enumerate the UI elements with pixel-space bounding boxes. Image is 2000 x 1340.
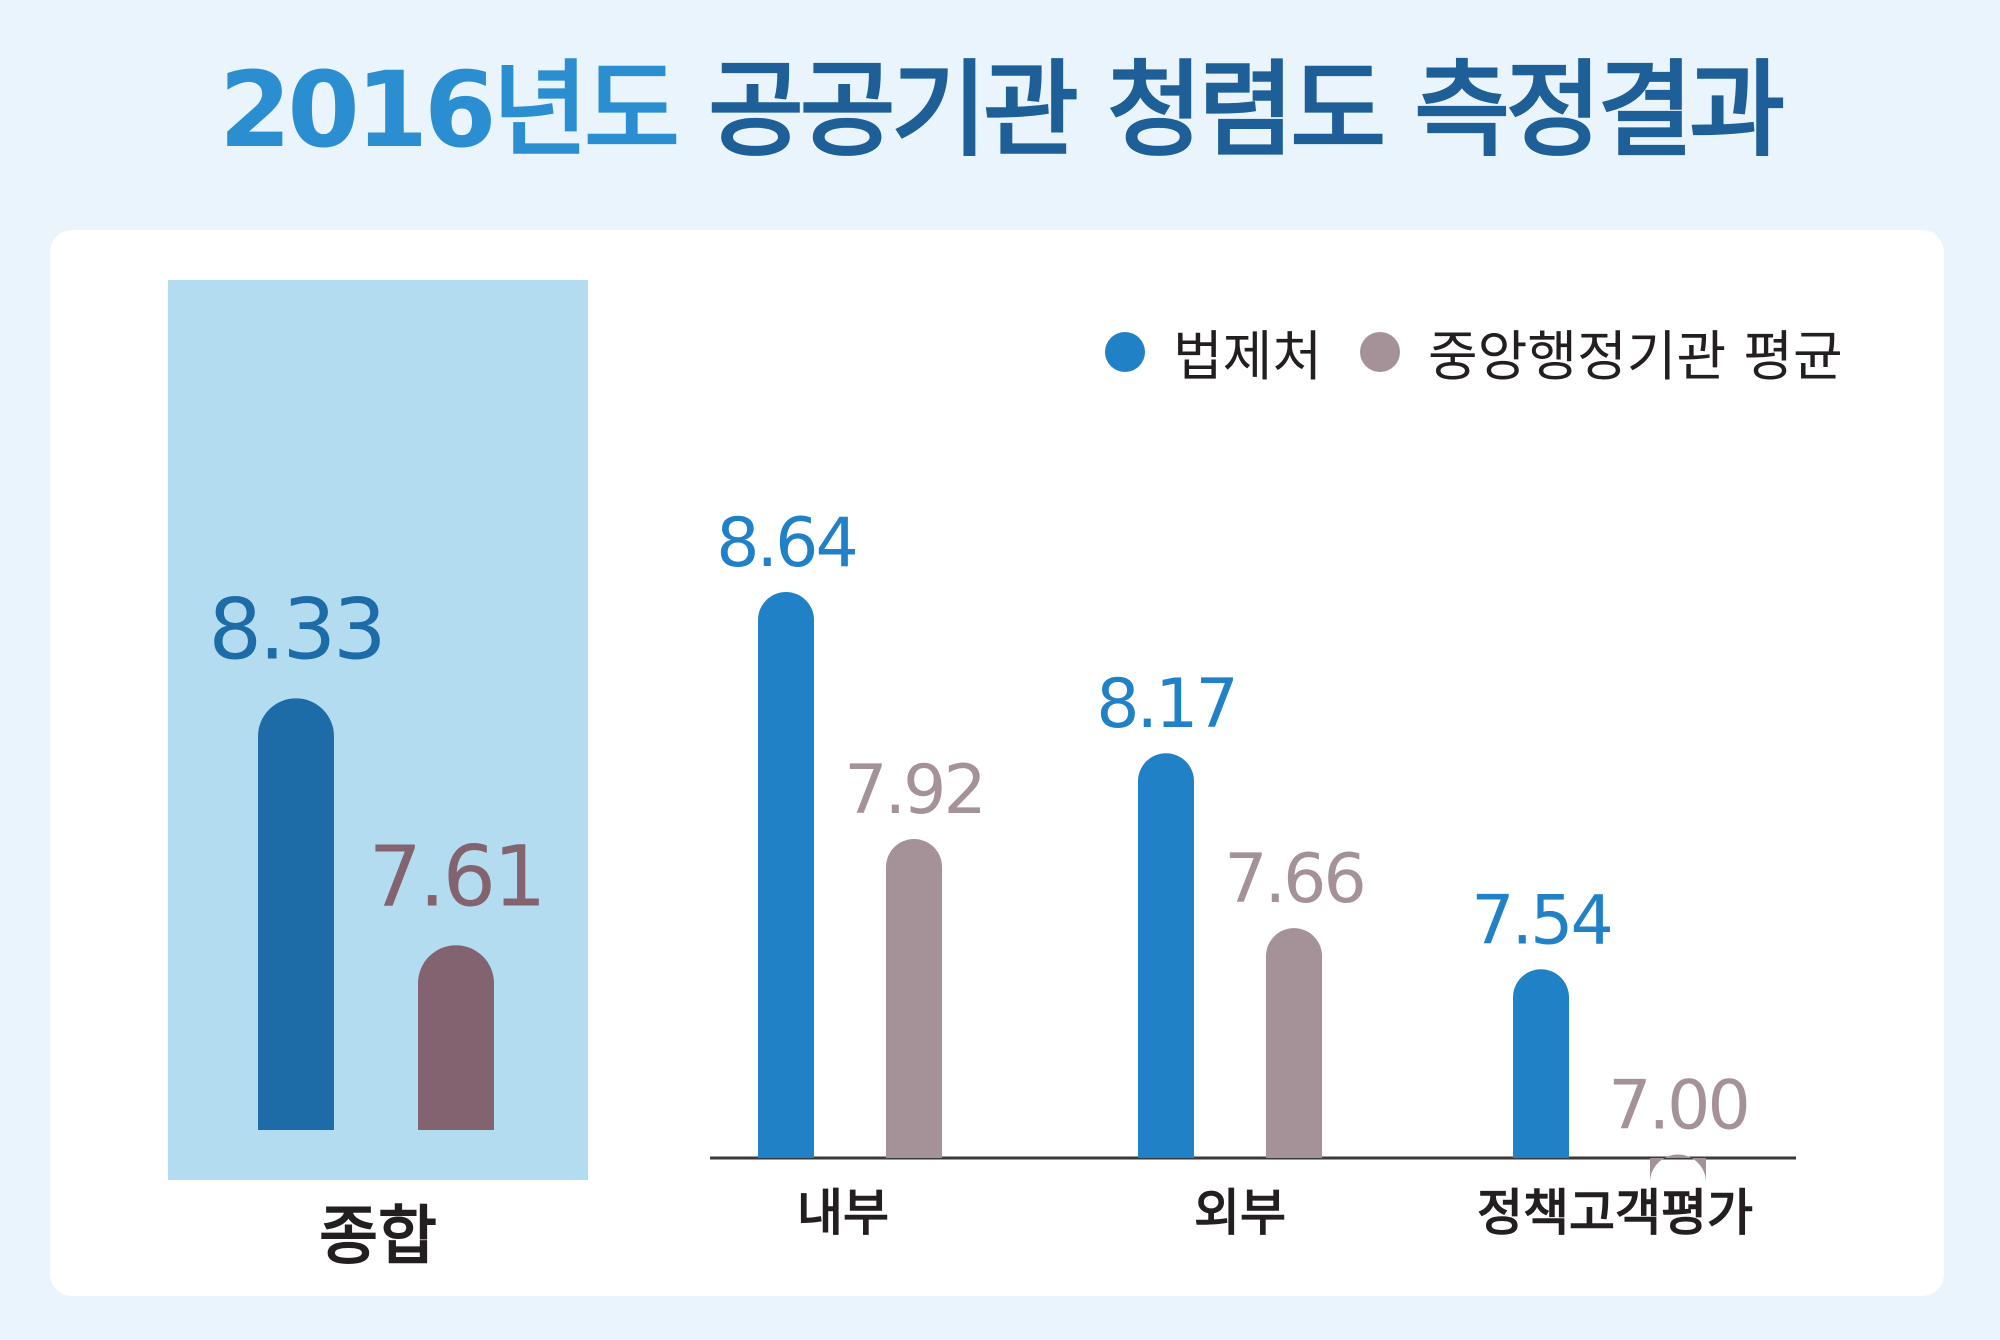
category-label-2: 외부 xyxy=(1194,1184,1286,1242)
title-year: 2016년도 xyxy=(219,49,680,171)
bar-secondary-1 xyxy=(886,838,943,1158)
legend-swatch-secondary xyxy=(1360,331,1401,372)
value-label-secondary-2: 7.66 xyxy=(1224,840,1363,919)
category-label-1: 내부 xyxy=(797,1184,889,1242)
legend-label-primary: 법제처 xyxy=(1173,325,1323,388)
category-label-3: 정책고객평가 xyxy=(1477,1184,1753,1242)
bar-primary-1 xyxy=(758,592,814,1158)
chart-title: 2016년도 공공기관 청렴도 측정결과 xyxy=(0,48,2000,173)
bar-primary-2 xyxy=(1138,753,1194,1158)
bar-secondary-2 xyxy=(1266,928,1322,1158)
title-main: 공공기관 청렴도 측정결과 xyxy=(708,49,1785,171)
value-label-secondary-3: 7.00 xyxy=(1608,1067,1747,1146)
value-label-primary-3: 7.54 xyxy=(1471,881,1610,960)
value-label-secondary-1: 7.92 xyxy=(844,751,983,830)
value-label-primary-0: 8.33 xyxy=(208,580,383,678)
category-label-0: 종합 xyxy=(319,1200,437,1274)
legend-label-secondary: 중앙행정기관 평균 xyxy=(1428,325,1843,388)
highlight-box xyxy=(168,280,588,1180)
value-label-secondary-0: 7.61 xyxy=(368,827,543,925)
value-label-primary-2: 8.17 xyxy=(1096,665,1235,744)
legend-item-secondary: 중앙행정기관 평균 xyxy=(1360,312,1843,391)
legend-item-primary: 법제처 xyxy=(1105,312,1322,391)
bar-primary-0 xyxy=(258,698,334,1130)
legend-swatch-primary xyxy=(1105,331,1145,372)
value-label-primary-1: 8.64 xyxy=(716,504,855,583)
bar-secondary-0 xyxy=(418,945,494,1130)
legend: 법제처 중앙행정기관 평균 xyxy=(1105,312,1881,391)
bar-primary-3 xyxy=(1513,969,1569,1158)
